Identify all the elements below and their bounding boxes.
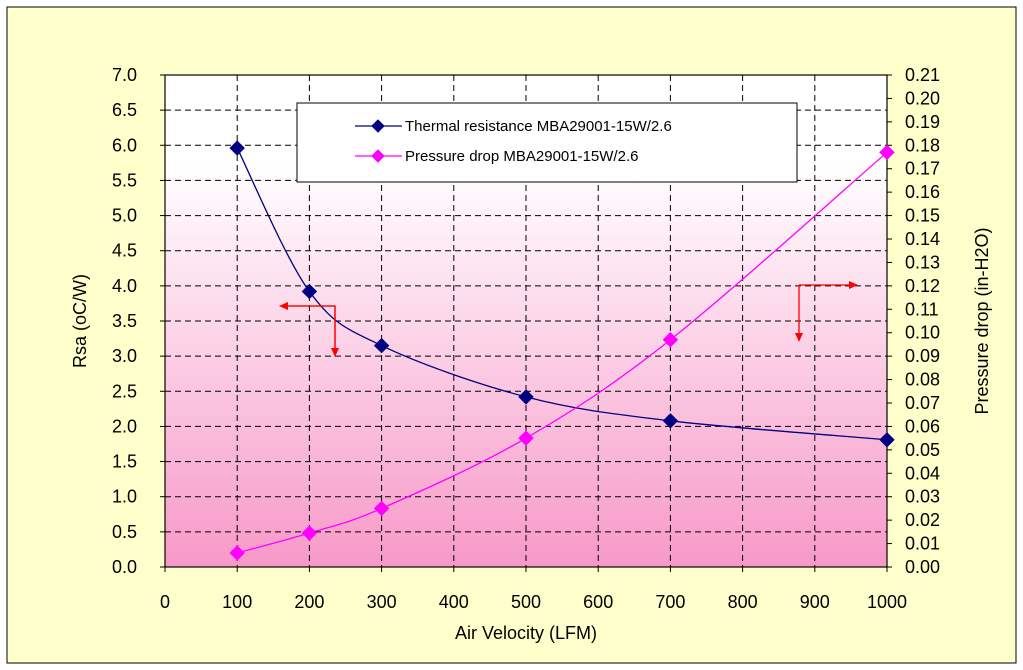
right-tick-label: 0.21 (905, 65, 940, 85)
legend-label-pressure-drop: Pressure drop MBA29001-15W/2.6 (405, 148, 638, 165)
left-tick-label: 2.0 (112, 416, 137, 436)
right-tick-label: 0.04 (905, 463, 940, 483)
legend: Thermal resistance MBA29001-15W/2.6 Pres… (297, 103, 797, 182)
x-tick-label: 400 (439, 592, 469, 612)
right-tick-label: 0.19 (905, 112, 940, 132)
right-tick-label: 0.00 (905, 557, 940, 577)
x-tick-label: 1000 (867, 592, 907, 612)
right-tick-label: 0.02 (905, 510, 940, 530)
right-tick-label: 0.17 (905, 159, 940, 179)
x-tick-label: 700 (655, 592, 685, 612)
left-tick-label: 4.5 (112, 241, 137, 261)
right-tick-label: 0.07 (905, 393, 940, 413)
right-tick-label: 0.20 (905, 88, 940, 108)
x-axis-title: Air Velocity (LFM) (455, 623, 597, 643)
right-tick-label: 0.13 (905, 252, 940, 272)
x-tick-label: 300 (367, 592, 397, 612)
right-tick-label: 0.03 (905, 487, 940, 507)
left-tick-label: 3.0 (112, 346, 137, 366)
x-tick-label: 800 (728, 592, 758, 612)
right-tick-label: 0.08 (905, 370, 940, 390)
right-tick-label: 0.09 (905, 346, 940, 366)
right-tick-label: 0.18 (905, 135, 940, 155)
x-tick-label: 900 (800, 592, 830, 612)
left-tick-label: 1.0 (112, 487, 137, 507)
left-tick-label: 5.0 (112, 206, 137, 226)
legend-label-thermal-resistance: Thermal resistance MBA29001-15W/2.6 (405, 118, 672, 135)
x-tick-label: 0 (160, 592, 170, 612)
left-y-axis-title: Rsa (oC/W) (70, 274, 90, 368)
x-tick-label: 500 (511, 592, 541, 612)
right-tick-label: 0.06 (905, 416, 940, 436)
right-tick-label: 0.10 (905, 323, 940, 343)
right-y-axis-title: Pressure drop (in-H2O) (972, 227, 992, 414)
left-tick-label: 6.0 (112, 135, 137, 155)
left-tick-label: 0.0 (112, 557, 137, 577)
x-tick-label: 600 (583, 592, 613, 612)
right-tick-label: 0.01 (905, 534, 940, 554)
x-tick-label: 200 (294, 592, 324, 612)
left-tick-label: 4.0 (112, 276, 137, 296)
left-tick-label: 1.5 (112, 452, 137, 472)
right-tick-label: 0.05 (905, 440, 940, 460)
right-tick-label: 0.12 (905, 276, 940, 296)
left-tick-label: 7.0 (112, 65, 137, 85)
left-tick-label: 6.5 (112, 100, 137, 120)
right-tick-label: 0.14 (905, 229, 940, 249)
right-tick-label: 0.16 (905, 182, 940, 202)
right-tick-label: 0.15 (905, 206, 940, 226)
legend-box (297, 103, 797, 182)
left-tick-label: 0.5 (112, 522, 137, 542)
left-tick-label: 2.5 (112, 381, 137, 401)
x-tick-label: 100 (222, 592, 252, 612)
left-tick-label: 5.5 (112, 170, 137, 190)
left-tick-label: 3.5 (112, 311, 137, 331)
right-tick-label: 0.11 (905, 299, 939, 319)
